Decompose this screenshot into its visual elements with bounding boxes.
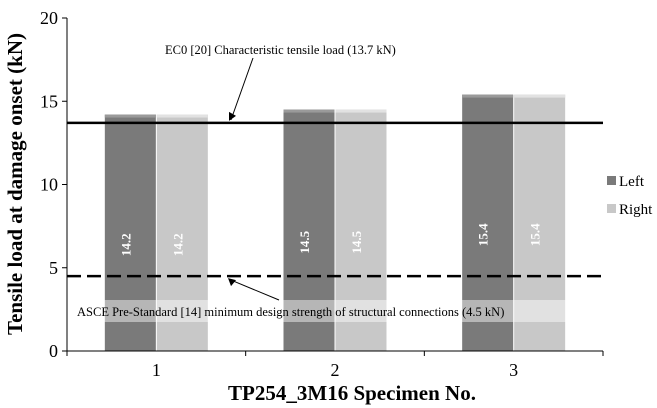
bar-top-cap [283,109,335,113]
annotations: EC0 [20] Characteristic tensile load (13… [70,43,597,322]
bar-top-cap [462,94,514,98]
bar-left [283,109,335,351]
legend: Left Right [607,174,653,218]
annotation-backdrop [70,300,597,322]
bar-right [156,114,208,351]
arrow-head [228,278,236,287]
bar-data-label: 14.5 [349,230,364,253]
annotation-arrow [230,279,280,301]
bars-group: 14.2 14.2 14.5 14.5 15.4 15.4 [104,94,566,351]
annotation-arrow [230,57,254,121]
bar-top-cap [335,109,387,113]
y-tick-label: 15 [40,91,58,111]
y-tick-label: 20 [40,8,58,28]
bar-data-label: 14.2 [170,233,185,256]
bar-right [514,94,566,351]
x-tick-label: 2 [331,360,340,380]
bar-data-label: 15.4 [476,223,491,246]
y-tick-label: 10 [40,175,58,195]
legend-label-left: Left [619,174,645,190]
bar-top-cap [104,114,156,118]
bar-left [462,94,514,351]
bar-left [104,114,156,351]
arrow-head [229,111,236,121]
bar-data-label: 15.4 [528,223,543,246]
y-tick-label: 0 [49,341,58,361]
bar-data-label: 14.5 [297,230,312,253]
legend-label-right: Right [619,202,653,218]
bar-top-cap [514,94,566,98]
bar-data-label: 14.2 [118,233,133,256]
reference-annotation: EC0 [20] Characteristic tensile load (13… [165,43,396,57]
legend-swatch-left [607,176,616,185]
x-ticks: 1 2 3 [66,351,604,380]
bar-top-cap [156,114,208,118]
x-axis-title: TP254_3M16 Specimen No. [228,381,476,405]
reference-annotation: ASCE Pre-Standard [14] minimum design st… [77,305,504,319]
bar-right [335,109,387,351]
y-axis-title: Tensile load at damage onset (kN) [3,33,27,335]
reference-lines [67,121,603,278]
x-tick-label: 1 [152,360,161,380]
y-ticks: 0 5 10 15 20 [40,8,67,361]
legend-swatch-right [607,204,616,213]
y-tick-label: 5 [49,258,58,278]
x-tick-label: 3 [509,360,518,380]
